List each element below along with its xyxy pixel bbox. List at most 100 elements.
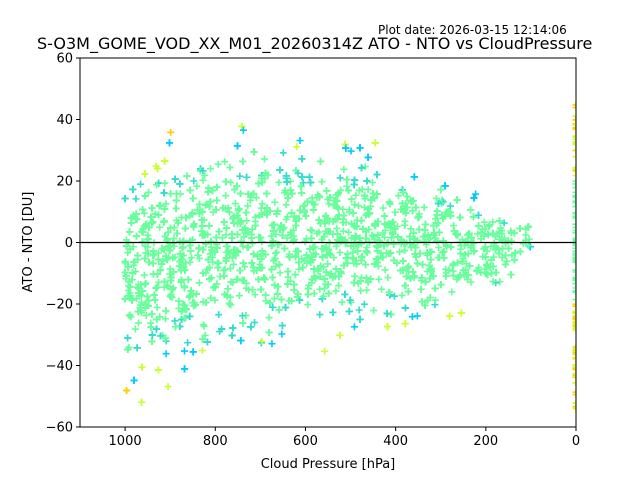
data-point [426,293,434,301]
data-point [433,211,441,219]
data-point [489,277,497,285]
data-point [572,165,576,173]
data-point [344,186,352,194]
data-point [206,198,214,206]
data-point [337,268,345,276]
data-point [352,191,360,199]
data-point [237,238,245,246]
data-point [572,197,576,205]
data-point [480,218,488,226]
data-point [149,270,157,278]
data-point [306,245,314,253]
data-point [572,315,576,323]
data-point [572,256,576,264]
data-point [209,208,217,216]
data-point [572,177,576,185]
data-point [408,198,416,206]
data-point [357,287,365,295]
data-point [162,200,170,208]
data-point [154,255,162,263]
data-point [339,205,347,213]
data-point [433,237,441,245]
data-point [181,314,189,322]
data-point [204,256,212,264]
data-point [200,216,208,224]
data-point [367,275,375,283]
data-point [348,234,356,242]
data-point [121,259,129,267]
data-point [572,284,576,292]
data-point [498,254,506,262]
data-point [133,344,141,352]
y-axis-label: ATO - NTO [DU] [21,192,36,293]
data-point [134,319,142,327]
data-point [233,182,241,190]
data-point [187,287,195,295]
data-point [344,250,352,258]
data-point [456,271,464,279]
data-point [572,347,576,355]
data-point [280,189,288,197]
data-point [222,205,230,213]
data-point [288,209,296,217]
data-point [572,404,576,412]
data-point [390,240,398,248]
data-point [148,219,156,227]
data-point [185,293,193,301]
data-point [572,354,576,362]
data-point [156,202,164,210]
data-point [470,194,478,202]
data-point [440,248,448,256]
data-point [305,173,313,181]
data-point [386,200,394,208]
data-point [299,179,307,187]
data-point [343,176,351,184]
data-point [456,213,464,221]
data-point [225,300,233,308]
data-point [239,157,247,165]
data-point [276,269,284,277]
data-point [162,307,170,315]
data-point [349,209,357,217]
data-point [356,277,364,285]
data-point [390,292,398,300]
data-point [355,186,363,194]
data-point [432,194,440,202]
data-point [407,197,415,205]
data-point [277,296,285,304]
data-point [341,290,349,298]
data-point [290,281,298,289]
data-point [572,132,576,140]
data-point [432,215,440,223]
data-point [223,224,231,232]
data-point [401,304,409,312]
data-point [416,249,424,257]
data-point [161,278,169,286]
data-point [207,243,215,251]
data-point [139,287,147,295]
data-point [360,300,368,308]
data-point [145,188,153,196]
data-point [211,296,219,304]
data-point [243,217,251,225]
data-point [490,253,498,261]
data-point [467,206,475,214]
data-point [193,182,201,190]
data-point [453,231,461,239]
data-point [199,298,207,306]
data-point [572,326,576,334]
data-point [273,248,281,256]
data-point [371,222,379,230]
data-point [391,225,399,233]
data-point [363,286,371,294]
data-point [316,311,324,319]
data-point [356,315,364,323]
data-point [329,308,337,316]
data-point [369,189,377,197]
data-point [220,266,228,274]
data-point [130,376,138,384]
data-point [398,200,406,208]
data-point [379,204,387,212]
data-point [572,280,576,288]
data-point [492,232,500,240]
